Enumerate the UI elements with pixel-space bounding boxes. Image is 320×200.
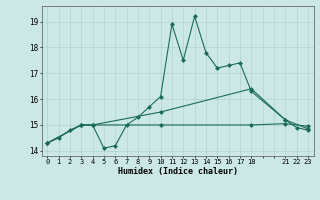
- X-axis label: Humidex (Indice chaleur): Humidex (Indice chaleur): [118, 167, 237, 176]
